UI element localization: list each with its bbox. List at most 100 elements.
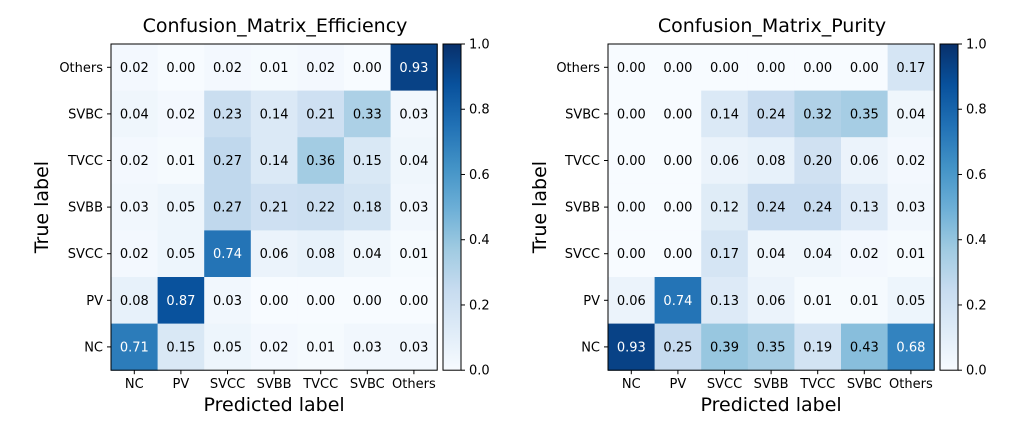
heatmap-cell: [701, 90, 749, 138]
x-tick-label: PV: [173, 377, 190, 392]
cell-value-label: 0.02: [260, 340, 289, 355]
cell-value-label: 0.15: [166, 340, 195, 355]
cell-value-label: 0.06: [710, 154, 739, 169]
cell-value-label: 0.01: [896, 247, 925, 262]
heatmap-cell: [654, 137, 702, 185]
heatmap-cell: [250, 44, 298, 92]
chart-title: Confusion_Matrix_Purity: [658, 15, 886, 37]
cell-value-label: 0.93: [617, 340, 646, 355]
cell-value-label: 0.03: [120, 201, 149, 216]
cell-value-label: 0.04: [399, 154, 428, 169]
heatmap-cell: [344, 323, 392, 371]
cell-value-label: 0.20: [803, 154, 832, 169]
x-tick-label: SVCC: [707, 377, 742, 392]
cell-value-label: 0.00: [663, 61, 692, 76]
cell-value-label: 0.21: [260, 201, 289, 216]
cell-value-label: 0.01: [166, 154, 195, 169]
colorbar: [939, 43, 959, 371]
heatmap-cell: [654, 230, 702, 278]
heatmap-cell: [747, 277, 795, 325]
x-tick-label: SVBC: [350, 377, 385, 392]
heatmap-cell: [390, 323, 438, 371]
heatmap-cell: [794, 90, 842, 138]
x-tick-label: NC: [125, 377, 144, 392]
x-tick-label: Others: [889, 377, 933, 392]
heatmap-cell: [841, 230, 889, 278]
heatmap-cell: [608, 277, 656, 325]
heatmap-cell: [157, 230, 205, 278]
cell-value-label: 0.35: [850, 107, 879, 122]
cell-value-label: 0.00: [399, 294, 428, 309]
cell-value-label: 0.05: [166, 247, 195, 262]
cell-value-label: 0.00: [353, 294, 382, 309]
y-axis-label: True label: [529, 161, 551, 254]
x-axis-label: Predicted label: [204, 394, 345, 416]
cell-value-label: 0.36: [306, 154, 335, 169]
cell-value-label: 0.00: [663, 247, 692, 262]
heatmap-cell: [297, 230, 345, 278]
colorbar-tick-label: 0.2: [966, 298, 987, 313]
cell-value-label: 0.04: [120, 107, 149, 122]
heatmap-cell: [344, 230, 392, 278]
heatmap-cell: [887, 137, 935, 185]
heatmap-cell: [654, 183, 702, 231]
x-tick-label: SVBB: [257, 377, 292, 392]
x-tick-label: NC: [622, 377, 641, 392]
y-tick-label: SVCC: [565, 247, 600, 262]
cell-value-label: 0.43: [850, 340, 879, 355]
heatmap-cell: [250, 230, 298, 278]
y-tick-label: NC: [84, 340, 103, 355]
heatmap-cell: [608, 183, 656, 231]
cell-value-label: 0.00: [260, 294, 289, 309]
heatmap-cell: [841, 277, 889, 325]
heatmap-cell: [157, 323, 205, 371]
chart-title: Confusion_Matrix_Efficiency: [143, 15, 408, 37]
cell-value-label: 0.00: [617, 201, 646, 216]
heatmap-cell: [297, 90, 345, 138]
x-tick-label: Others: [392, 377, 436, 392]
heatmap-cell: [794, 323, 842, 371]
cell-value-label: 0.03: [353, 340, 382, 355]
heatmap-cell: [111, 277, 159, 325]
y-tick-label: NC: [581, 340, 600, 355]
colorbar-tick-label: 0.8: [966, 103, 987, 118]
purity-confusion-matrix: Confusion_Matrix_Purity 0.00 0.00 0.00 0.00 0…: [529, 15, 987, 416]
cell-value-label: 0.93: [399, 61, 428, 76]
cell-value-label: 0.13: [710, 294, 739, 309]
colorbar-tick-label: 1.0: [469, 38, 490, 53]
cell-value-label: 0.17: [710, 247, 739, 262]
heatmap-cell: [157, 90, 205, 138]
cell-value-label: 0.02: [120, 61, 149, 76]
heatmap-cell: [111, 323, 159, 371]
cell-value-label: 0.04: [896, 107, 925, 122]
heatmap-cell: [157, 277, 205, 325]
heatmap-cell: [608, 137, 656, 185]
heatmap-cell: [204, 230, 252, 278]
y-tick-label: Others: [59, 61, 103, 76]
colorbar-tick-label: 0.2: [469, 298, 490, 313]
cell-value-label: 0.00: [757, 61, 786, 76]
cell-value-label: 0.00: [663, 107, 692, 122]
cell-value-label: 0.08: [120, 294, 149, 309]
cell-value-label: 0.03: [896, 201, 925, 216]
cell-value-label: 0.68: [896, 340, 925, 355]
heatmap-cell: [250, 90, 298, 138]
cell-value-label: 0.23: [213, 107, 242, 122]
heatmap-cell: [250, 323, 298, 371]
x-tick-label: SVBB: [754, 377, 789, 392]
heatmap-cell: [747, 183, 795, 231]
cell-value-label: 0.74: [213, 247, 242, 262]
cell-value-label: 0.00: [617, 154, 646, 169]
heatmap-cell: [390, 230, 438, 278]
heatmap-cell: [344, 90, 392, 138]
heatmap-cell: [111, 90, 159, 138]
cell-value-label: 0.03: [213, 294, 242, 309]
heatmap-cell: [111, 230, 159, 278]
cell-value-label: 0.05: [166, 201, 195, 216]
cell-value-label: 0.02: [166, 107, 195, 122]
cell-value-label: 0.21: [306, 107, 335, 122]
heatmap-cell: [157, 44, 205, 92]
cell-value-label: 0.17: [896, 61, 925, 76]
cell-value-label: 0.00: [710, 61, 739, 76]
